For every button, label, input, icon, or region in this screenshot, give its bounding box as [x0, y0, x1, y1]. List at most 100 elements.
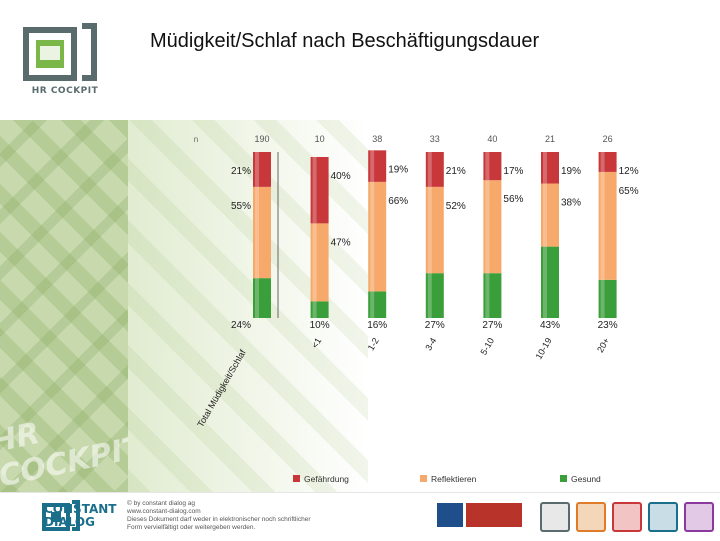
product-logo-icon — [612, 502, 642, 532]
bar-highlight — [427, 273, 432, 318]
n-value-label: 26 — [603, 134, 613, 144]
sidebar-pattern — [0, 120, 128, 492]
bar-segment — [598, 279, 617, 318]
data-label: 38% — [561, 198, 581, 209]
bar-highlight — [370, 150, 375, 182]
bar-highlight — [543, 246, 547, 318]
data-label: 21% — [231, 166, 251, 177]
hr-cockpit-logo-icon — [23, 23, 97, 81]
bar-highlight — [427, 152, 432, 187]
data-label: 55% — [231, 201, 251, 212]
bar-segment — [368, 150, 387, 182]
data-label: 19% — [561, 166, 581, 177]
bar-segment — [253, 152, 271, 187]
product-logo-icon — [576, 502, 606, 532]
footer-notice-line2: Form vervielfältigt oder weitergeben wer… — [127, 524, 256, 531]
product-logo-icon — [648, 502, 678, 532]
data-label: 16% — [367, 320, 387, 331]
data-label: 66% — [388, 196, 408, 207]
bar-highlight — [255, 278, 259, 318]
category-label: 10-19 — [534, 336, 554, 361]
bar-highlight — [312, 301, 317, 318]
bar-highlight — [370, 181, 375, 292]
footer: CONSTANT DIALOG © by constant dialog ag … — [0, 492, 720, 541]
certification-badge-icon — [437, 503, 463, 527]
category-label: 3-4 — [423, 336, 438, 352]
n-value-label: 21 — [545, 134, 555, 144]
footer-website: www.constant-dialog.com — [127, 508, 201, 515]
bar-segment — [368, 291, 387, 318]
category-label: 1-2 — [366, 336, 381, 352]
bar-segment — [425, 152, 444, 187]
category-label: Total Müdigkeit/Schlaf — [195, 348, 248, 429]
bar-highlight — [370, 291, 375, 318]
bar-highlight — [600, 152, 605, 172]
data-label: 19% — [388, 164, 408, 175]
bar-segment — [310, 301, 329, 318]
bar-highlight — [485, 273, 490, 318]
legend-swatch — [560, 475, 567, 482]
bar-segment — [310, 156, 329, 224]
data-label: 24% — [231, 320, 251, 331]
n-value-label: 40 — [487, 134, 497, 144]
category-label: <1 — [310, 336, 324, 350]
data-label: 12% — [619, 166, 639, 177]
data-label: 43% — [540, 320, 560, 331]
bar-segment — [483, 273, 502, 318]
legend-swatch — [293, 475, 300, 482]
bar-highlight — [255, 186, 259, 279]
data-label: 65% — [619, 186, 639, 197]
bar-highlight — [485, 152, 490, 181]
n-value-label: 10 — [315, 134, 325, 144]
footer-brand: CONSTANT DIALOG — [44, 503, 116, 529]
bar-highlight — [255, 152, 259, 187]
bar-segment — [425, 186, 444, 274]
data-label: 27% — [425, 320, 445, 331]
data-label: 52% — [446, 201, 466, 212]
data-label: 21% — [446, 166, 466, 177]
legend-label: Gefährdung — [304, 474, 349, 484]
data-label: 47% — [331, 237, 351, 248]
bar-segment — [483, 180, 502, 274]
bar-highlight — [600, 279, 605, 318]
product-logo-icon — [684, 502, 714, 532]
data-label: 10% — [310, 320, 330, 331]
data-label: 40% — [331, 171, 351, 182]
footer-notice: © by constant dialog ag www.constant-dia… — [127, 500, 377, 532]
bar-segment — [253, 278, 271, 318]
award-badge-icon — [466, 503, 522, 527]
bar-highlight — [427, 186, 432, 274]
data-label: 17% — [503, 166, 523, 177]
stacked-bar-chart: n 190 10 38 33 40 21 26 24% 55% 21% 10% 47% 40% 16% 66%… — [194, 134, 639, 484]
bar-segment — [310, 223, 329, 302]
n-value-label: 33 — [430, 134, 440, 144]
product-logo-icon — [540, 502, 570, 532]
bar-highlight — [312, 223, 317, 302]
constant-dialog-logo-icon — [42, 500, 80, 531]
bar-segment — [541, 183, 559, 247]
n-value-label: 190 — [254, 134, 269, 144]
n-value-label: 38 — [372, 134, 382, 144]
bar-highlight — [600, 171, 605, 280]
footer-copyright: © by constant dialog ag — [127, 500, 196, 507]
bar-segment — [483, 152, 502, 181]
category-label: 5-10 — [478, 336, 496, 357]
bar-highlight — [485, 180, 490, 274]
data-label: 23% — [598, 320, 618, 331]
data-label: 56% — [503, 194, 523, 205]
data-label: 27% — [482, 320, 502, 331]
bar-highlight — [312, 156, 317, 224]
bar-segment — [541, 152, 559, 184]
legend-swatch — [420, 475, 427, 482]
bar-segment — [253, 186, 271, 279]
bar-highlight — [543, 183, 547, 247]
n-label: n — [194, 135, 198, 144]
bar-highlight — [543, 152, 547, 184]
bar-segment — [368, 181, 387, 292]
bar-segment — [598, 171, 617, 280]
logo-text: HR COCKPIT — [31, 86, 99, 96]
legend-label: Reflektieren — [431, 474, 477, 484]
bar-segment — [598, 152, 617, 172]
bar-segment — [425, 273, 444, 318]
sidebar: HR COCKPIT HR COCKPIT — [0, 0, 146, 494]
